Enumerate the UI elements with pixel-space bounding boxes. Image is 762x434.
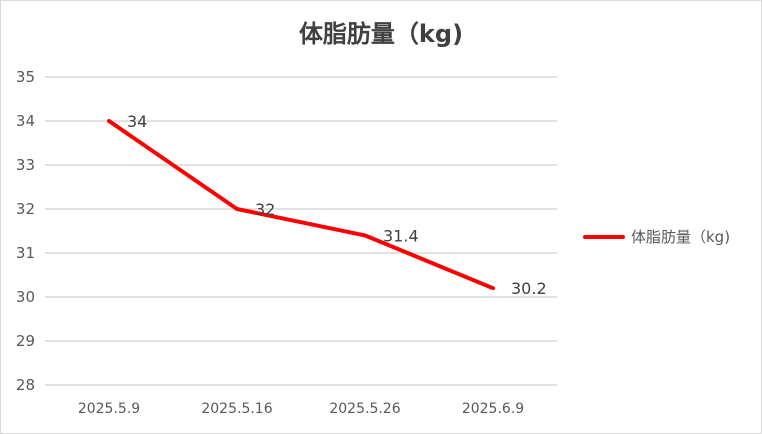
chart-title: 体脂肪量（kg) [298,20,464,48]
legend: 体脂肪量（kg) [583,226,730,247]
x-tick-label: 2025.5.9 [78,401,140,417]
x-tick-label: 2025.6.9 [462,401,524,417]
y-tick-label: 30 [16,288,35,306]
data-label: 34 [127,112,147,131]
x-tick-label: 2025.5.26 [329,401,400,417]
series-line [107,119,495,291]
y-tick-label: 32 [16,200,35,218]
y-tick-label: 31 [16,244,35,262]
y-tick-label: 35 [16,68,35,86]
data-label: 31.4 [383,226,419,245]
legend-line-swatch [583,234,625,239]
y-tick-label: 29 [16,332,35,350]
x-tick-label: 2025.5.16 [201,401,272,417]
y-tick-label: 33 [16,156,35,174]
y-tick-label: 34 [16,112,35,130]
data-label: 32 [255,200,275,219]
y-tick-label: 28 [16,376,35,394]
data-label: 30.2 [511,279,547,298]
legend-label: 体脂肪量（kg) [631,228,731,246]
